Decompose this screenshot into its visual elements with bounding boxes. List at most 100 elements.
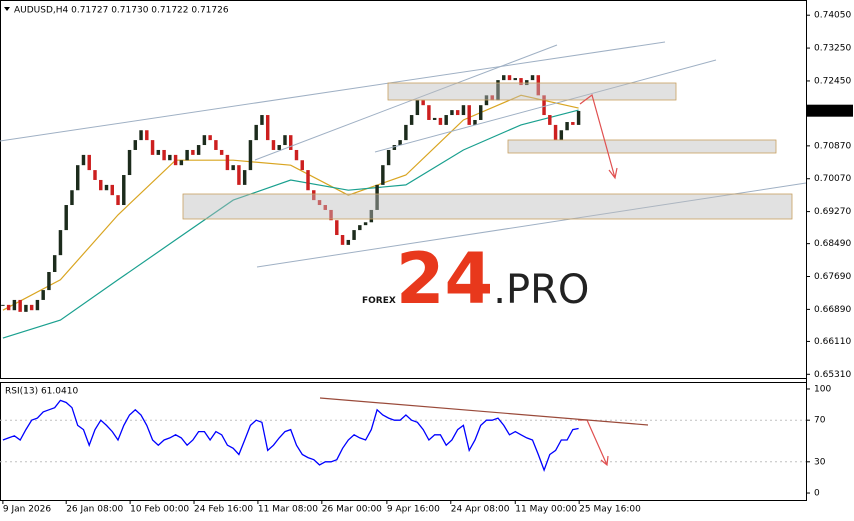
candle	[202, 135, 207, 146]
candle	[300, 160, 304, 171]
candle	[421, 100, 425, 106]
candle	[47, 271, 51, 291]
candle	[208, 135, 212, 141]
candle	[335, 220, 339, 236]
candle	[530, 75, 535, 81]
x-tick-label: 25 May 16:00	[579, 505, 641, 515]
candle	[219, 149, 224, 155]
y-tick-label: 0.74050	[814, 11, 851, 21]
candle	[214, 140, 218, 150]
candle	[277, 145, 281, 150]
candle	[24, 304, 28, 312]
candle	[507, 75, 512, 81]
candle	[323, 205, 328, 210]
candle	[415, 100, 420, 116]
watermark-part: FOREX	[362, 296, 396, 306]
candle	[404, 124, 408, 141]
candle	[312, 190, 316, 201]
trend-line	[254, 44, 558, 161]
plot-layer	[0, 75, 806, 472]
y-tick-label: 70	[814, 416, 826, 426]
candle	[432, 117, 437, 120]
y-tick-label: 100	[814, 384, 831, 394]
candle	[496, 80, 500, 101]
candle	[340, 235, 345, 245]
annotations	[0, 41, 807, 268]
candle	[225, 154, 230, 171]
candle	[542, 95, 546, 116]
candle	[502, 75, 506, 81]
candle	[110, 184, 114, 196]
candle	[196, 145, 201, 155]
candle	[352, 230, 356, 240]
trend-line	[256, 182, 807, 268]
x-tick-label: 10 Feb 00:00	[130, 505, 189, 515]
y-tick-label: 0.70070	[814, 174, 851, 184]
candle	[490, 95, 494, 101]
candle	[386, 149, 391, 166]
forecast-arrow	[579, 93, 618, 180]
candle	[122, 175, 126, 206]
candle	[191, 149, 195, 155]
watermark: FOREX24.PRO	[362, 238, 589, 320]
candle	[156, 149, 161, 155]
candle	[237, 165, 241, 185]
support-zone	[507, 139, 777, 154]
candle	[369, 209, 374, 223]
candle	[478, 105, 483, 120]
rsi-title: RSI(13) 61.0410	[5, 387, 78, 397]
y-tick-label: 0.70870	[814, 141, 851, 151]
y-tick-label: 0.67690	[814, 272, 851, 282]
candle	[127, 149, 132, 176]
candle	[525, 80, 529, 86]
candle	[571, 122, 575, 125]
y-tick-label: 0.66110	[814, 337, 851, 347]
candle	[29, 304, 34, 311]
candle	[116, 195, 120, 206]
candle	[41, 290, 45, 300]
trend-line	[374, 59, 717, 153]
candle	[58, 230, 63, 256]
candle	[271, 140, 276, 150]
moving-average	[2, 94, 579, 311]
candle	[99, 179, 103, 191]
candle	[519, 78, 523, 86]
candle	[70, 190, 74, 206]
candle	[398, 140, 402, 146]
candle	[381, 165, 385, 185]
candle	[248, 140, 253, 171]
candle	[559, 130, 564, 141]
candle	[12, 299, 17, 311]
candle	[133, 140, 138, 150]
forecast-arrows	[319, 93, 649, 467]
y-tick-label: 0.68490	[814, 239, 851, 249]
chart-title: AUDUSD,H4 0.71727 0.71730 0.71722 0.7172…	[14, 6, 229, 16]
x-tick-label: 24 Apr 08:00	[451, 505, 510, 515]
candle	[375, 184, 379, 210]
candle	[265, 115, 270, 141]
candle	[179, 160, 184, 166]
candle	[104, 184, 109, 191]
x-tick-label: 26 Mar 00:00	[322, 505, 382, 515]
candle	[553, 124, 558, 141]
y-tick-label: 0.72450	[814, 76, 851, 86]
watermark-part: 24	[396, 238, 493, 320]
candle	[409, 115, 414, 125]
candle	[548, 115, 552, 125]
menu-triangle	[4, 7, 10, 11]
y-tick-label: 0.66890	[814, 305, 851, 315]
candle	[461, 105, 466, 116]
candle	[306, 170, 310, 191]
support-zone	[182, 193, 793, 220]
candle	[438, 117, 443, 125]
candle	[52, 255, 57, 272]
candle	[35, 299, 40, 311]
candle	[242, 170, 247, 185]
candle	[6, 304, 11, 311]
candle	[168, 154, 172, 161]
candle	[513, 78, 517, 81]
rsi-line	[2, 399, 579, 472]
rsi-trend-line	[319, 397, 649, 426]
candle	[1, 304, 5, 306]
